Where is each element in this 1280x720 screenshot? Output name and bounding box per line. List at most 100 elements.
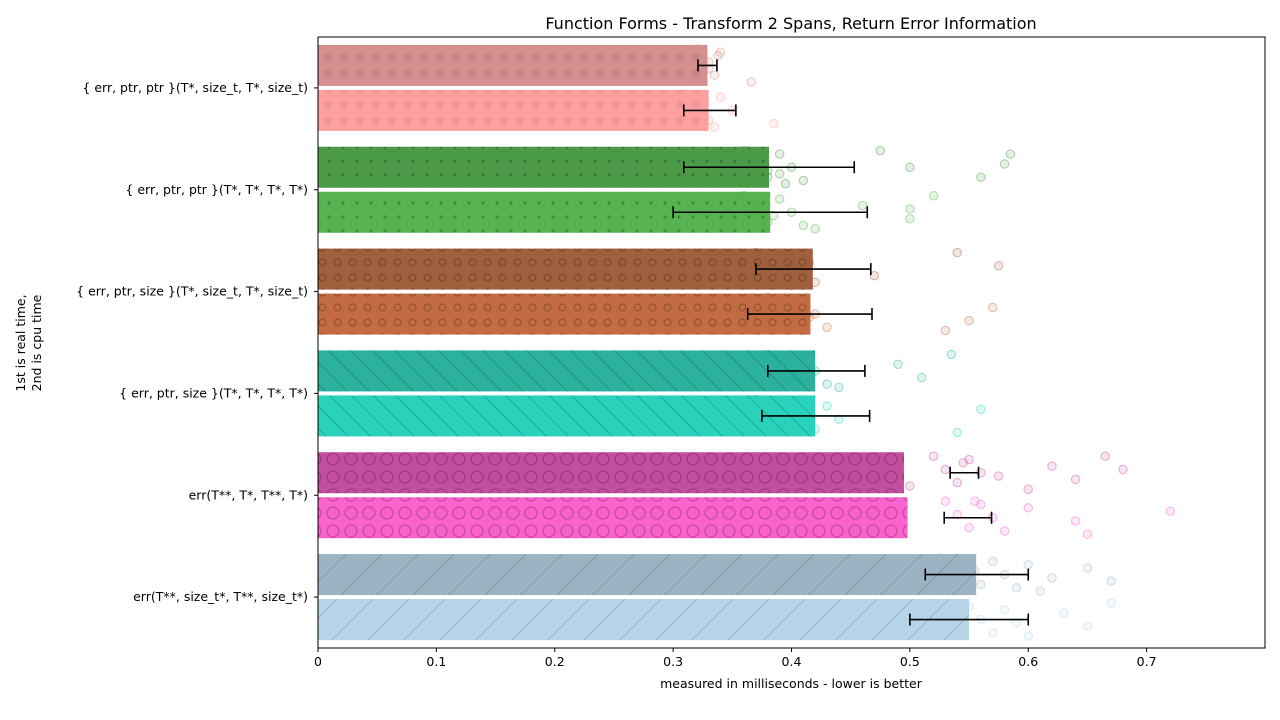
scatter-point [798, 296, 809, 306]
scatter-point [1023, 559, 1033, 570]
y-tick-label: err(T**, T*, T**, T*) [189, 487, 308, 502]
scatter-point [928, 598, 939, 608]
x-tick-label: 0.5 [900, 654, 920, 669]
scatter-point [1106, 576, 1116, 586]
scatter-point [869, 270, 880, 281]
scatter-point [703, 64, 714, 74]
y-tick-label: { err, ptr, ptr }(T*, T*, T*, T*) [125, 182, 308, 197]
bar-pattern [318, 452, 904, 494]
plot-frame [317, 36, 1266, 649]
scatter-point [739, 155, 749, 166]
x-axis-label: measured in milliseconds - lower is bett… [660, 676, 923, 691]
bar-pattern [318, 89, 709, 131]
scatter-point [970, 566, 980, 576]
scatter-point [834, 382, 844, 393]
scatter-point [763, 217, 773, 227]
x-tick-label: 0.3 [663, 654, 683, 669]
scatter-point [1082, 563, 1093, 573]
scatter-point [1165, 506, 1176, 516]
scatter-point [934, 553, 945, 563]
scatter-point [875, 146, 885, 156]
scatter-point [940, 496, 951, 506]
scatter-point [958, 624, 968, 635]
scatter-point [1082, 621, 1093, 631]
scatter-point [988, 302, 998, 313]
bar-pattern [318, 44, 708, 86]
scatter-point [774, 149, 785, 159]
bar-pattern [318, 599, 970, 641]
scatter-point [763, 172, 773, 182]
x-tick-label: 0.1 [426, 654, 446, 669]
scatter-point [958, 458, 968, 468]
y-axis-label-line-1: 1st is real time, [13, 294, 28, 391]
scatter-point [999, 604, 1010, 615]
scatter-point [928, 451, 939, 461]
x-tick-label: 0 [314, 654, 322, 669]
scatter-point [763, 165, 773, 176]
scatter-point [774, 194, 785, 204]
scatter-point [703, 115, 714, 126]
scatter-point [964, 522, 974, 533]
scatter-point [786, 376, 797, 386]
scatter-point [763, 349, 773, 360]
scatter-point [834, 414, 844, 424]
scatter-point [893, 519, 903, 530]
scatter-point [763, 407, 773, 418]
scatter-point [822, 401, 832, 411]
scatter-point [769, 267, 779, 278]
scatter-point [999, 159, 1010, 169]
scatter-point [946, 349, 957, 360]
scatter-point [680, 89, 690, 99]
scatter-point [964, 601, 974, 612]
scatter-point [1023, 484, 1033, 494]
y-axis-label-line-2: 2nd is cpu time [29, 294, 44, 391]
scatter-point [911, 611, 921, 621]
scatter-point [1070, 516, 1081, 526]
scatter-point [1100, 451, 1110, 461]
scatter-point [940, 325, 951, 336]
scatter-point [952, 509, 962, 520]
scatter-point [774, 362, 785, 373]
scatter-point [1059, 608, 1069, 618]
scatter-point [751, 394, 761, 405]
scatter-point [798, 353, 809, 363]
scatter-point [1005, 149, 1016, 159]
y-tick-label: { err, ptr, size }(T*, size_t, T*, size_… [76, 284, 308, 299]
x-tick-label: 0.6 [1018, 654, 1038, 669]
scatter-point [1047, 573, 1057, 583]
scatter-point [917, 372, 927, 383]
scatter-point [786, 398, 797, 408]
scatter-point [1082, 529, 1093, 539]
scatter-point [1047, 461, 1057, 471]
scatter-point [1011, 583, 1022, 593]
scatter-point [698, 109, 708, 119]
bar-pattern [318, 293, 811, 335]
scatter-point [739, 146, 749, 156]
scatter-point [976, 579, 986, 590]
y-tick-label: err(T**, size_t*, T**, size_t*) [133, 589, 308, 604]
scatter-point [798, 175, 809, 186]
plot-area [318, 44, 1176, 641]
scatter-point [713, 50, 723, 61]
scatter-point [952, 427, 962, 438]
scatter-point [988, 628, 998, 638]
y-tick-label: { err, ptr, ptr }(T*, size_t, T*, size_t… [82, 80, 308, 95]
scatter-point [780, 417, 791, 428]
scatter-point [774, 306, 785, 316]
scatter-point [774, 169, 785, 179]
scatter-point [715, 92, 726, 102]
bar-pattern [318, 395, 816, 437]
scatter-point [751, 247, 761, 258]
scatter-point [698, 73, 708, 84]
scatter-point [763, 261, 773, 271]
scatter-point [1023, 631, 1033, 641]
scatter-point [751, 159, 761, 169]
scatter-point [709, 122, 720, 132]
scatter-point [780, 356, 791, 366]
scatter-point [905, 481, 915, 491]
scatter-point [988, 556, 998, 567]
bar-pattern [318, 248, 813, 290]
scatter-point [1011, 618, 1022, 628]
scatter-point [769, 210, 779, 221]
